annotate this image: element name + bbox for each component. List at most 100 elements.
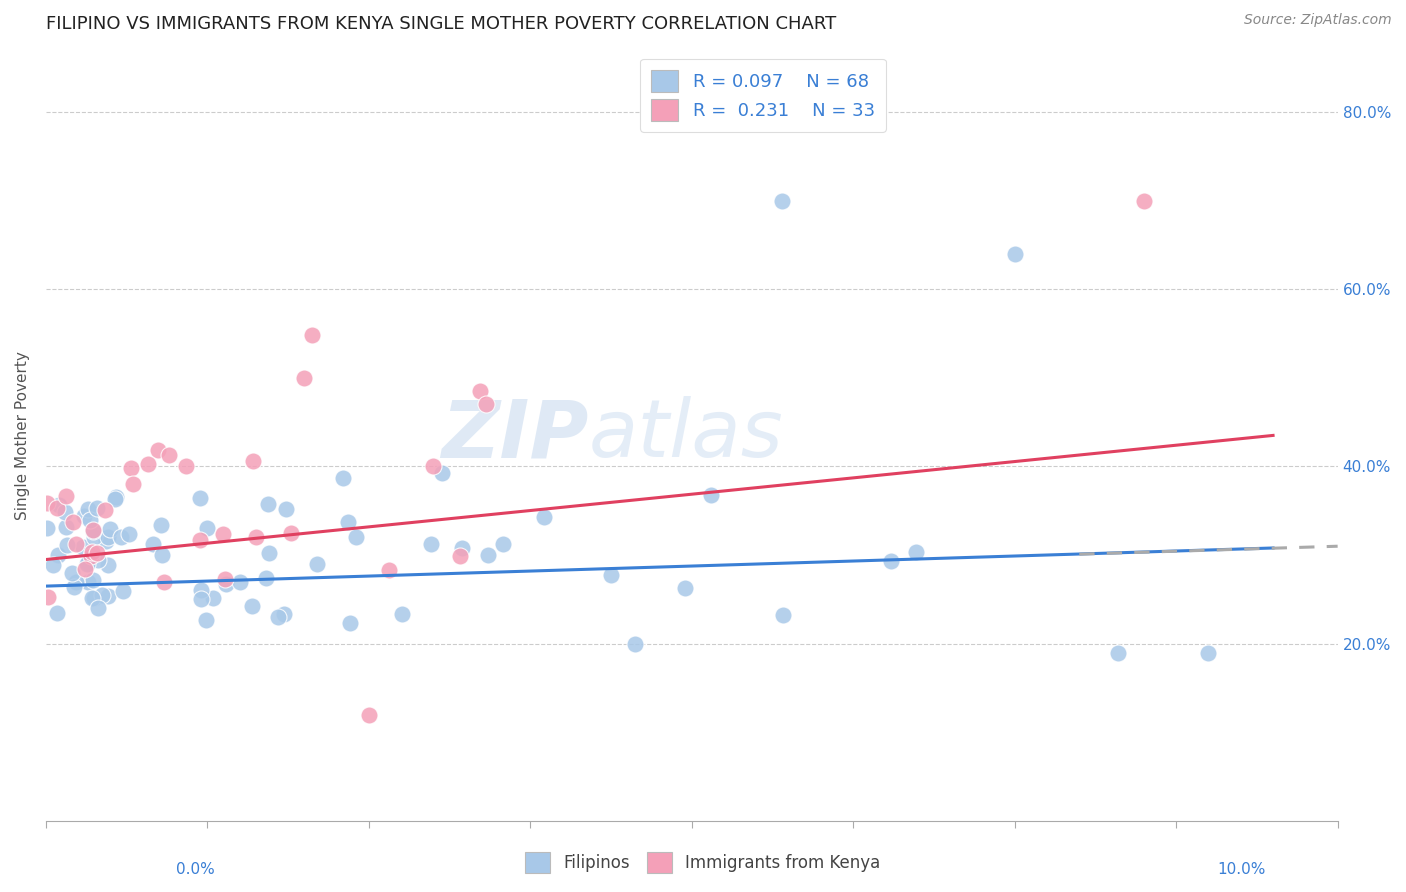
Point <box>533 510 555 524</box>
Point <box>257 546 280 560</box>
Text: Source: ZipAtlas.com: Source: ZipAtlas.com <box>1244 13 1392 28</box>
Point <box>242 453 264 467</box>
Point <box>73 508 96 523</box>
Point <box>63 580 86 594</box>
Point <box>42 558 65 572</box>
Point <box>240 599 263 613</box>
Point <box>245 530 267 544</box>
Point <box>86 601 108 615</box>
Point <box>194 613 217 627</box>
Point <box>56 538 79 552</box>
Point <box>150 548 173 562</box>
Point <box>152 574 174 589</box>
Point <box>1107 646 1129 660</box>
Point <box>600 568 623 582</box>
Point <box>274 501 297 516</box>
Point <box>60 566 83 580</box>
Point <box>120 461 142 475</box>
Point <box>1004 246 1026 260</box>
Point <box>880 554 903 568</box>
Point <box>256 498 278 512</box>
Point <box>332 471 354 485</box>
Point <box>82 524 104 538</box>
Point <box>98 522 121 536</box>
Point <box>118 527 141 541</box>
Point <box>97 529 120 543</box>
Point <box>80 549 103 564</box>
Point <box>772 607 794 622</box>
Point <box>292 371 315 385</box>
Point <box>79 513 101 527</box>
Point <box>673 581 696 595</box>
Point <box>770 194 793 208</box>
Legend: Filipinos, Immigrants from Kenya: Filipinos, Immigrants from Kenya <box>519 846 887 880</box>
Point <box>307 557 329 571</box>
Point <box>87 553 110 567</box>
Point <box>254 571 277 585</box>
Point <box>97 558 120 572</box>
Point <box>48 498 70 512</box>
Point <box>450 541 472 555</box>
Point <box>492 537 515 551</box>
Point <box>1133 194 1156 208</box>
Point <box>1198 646 1220 660</box>
Point <box>77 575 100 590</box>
Point <box>55 520 77 534</box>
Point <box>146 443 169 458</box>
Point <box>46 606 69 620</box>
Point <box>211 527 233 541</box>
Text: atlas: atlas <box>589 396 783 475</box>
Point <box>470 384 492 399</box>
Text: 0.0%: 0.0% <box>176 863 215 877</box>
Point <box>201 591 224 606</box>
Point <box>344 530 367 544</box>
Point <box>904 545 927 559</box>
Point <box>214 573 236 587</box>
Point <box>422 459 444 474</box>
Point <box>339 615 361 630</box>
Point <box>149 518 172 533</box>
Point <box>174 459 197 474</box>
Point <box>188 491 211 506</box>
Point <box>378 563 401 577</box>
Point <box>83 591 105 605</box>
Point <box>475 397 498 411</box>
Point <box>624 637 647 651</box>
Point <box>477 549 499 563</box>
Point <box>357 707 380 722</box>
Point <box>37 590 59 604</box>
Text: FILIPINO VS IMMIGRANTS FROM KENYA SINGLE MOTHER POVERTY CORRELATION CHART: FILIPINO VS IMMIGRANTS FROM KENYA SINGLE… <box>46 15 837 33</box>
Point <box>112 583 135 598</box>
Point <box>35 496 58 510</box>
Point <box>419 537 441 551</box>
Point <box>62 515 84 529</box>
Point <box>91 588 114 602</box>
Text: 10.0%: 10.0% <box>1218 863 1265 877</box>
Point <box>35 520 58 534</box>
Point <box>53 505 76 519</box>
Point <box>280 525 302 540</box>
Point <box>65 575 87 590</box>
Point <box>46 548 69 562</box>
Point <box>83 530 105 544</box>
Point <box>430 466 453 480</box>
Point <box>72 541 94 555</box>
Point <box>77 557 100 571</box>
Point <box>86 546 108 560</box>
Point <box>97 589 120 603</box>
Legend: R = 0.097    N = 68, R =  0.231    N = 33: R = 0.097 N = 68, R = 0.231 N = 33 <box>640 59 886 132</box>
Point <box>188 533 211 547</box>
Point <box>45 500 67 515</box>
Point <box>93 502 115 516</box>
Point <box>104 490 127 504</box>
Point <box>94 533 117 548</box>
Point <box>82 544 104 558</box>
Point <box>190 583 212 598</box>
Point <box>273 607 295 621</box>
Point <box>75 562 97 576</box>
Text: ZIP: ZIP <box>441 396 589 475</box>
Y-axis label: Single Mother Poverty: Single Mother Poverty <box>15 351 30 520</box>
Point <box>228 574 250 589</box>
Point <box>82 591 104 605</box>
Point <box>55 490 77 504</box>
